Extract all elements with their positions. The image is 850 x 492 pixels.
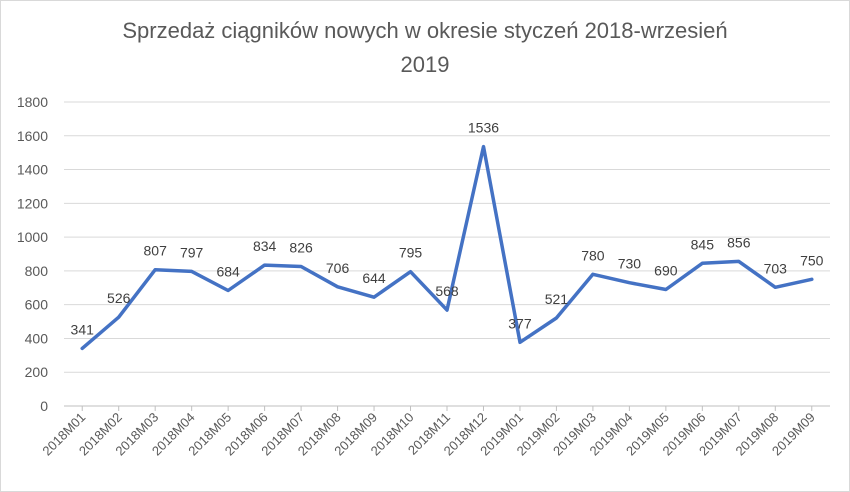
y-tick-label: 600 — [25, 297, 49, 313]
data-label: 706 — [326, 260, 350, 276]
chart-title-line-2: 2019 — [400, 52, 450, 77]
y-tick-label: 1200 — [17, 195, 48, 211]
x-axis-ticks: 2018M012018M022018M032018M042018M052018M… — [39, 406, 818, 458]
y-tick-label: 0 — [40, 398, 48, 414]
data-label: 377 — [508, 315, 532, 331]
data-label: 703 — [764, 260, 788, 276]
data-label: 807 — [144, 243, 168, 259]
data-label: 780 — [581, 247, 605, 263]
data-label: 795 — [399, 245, 423, 261]
data-label: 797 — [180, 244, 204, 260]
data-label: 690 — [654, 262, 678, 278]
series-sales — [80, 144, 814, 351]
data-label: 834 — [253, 238, 277, 254]
y-tick-label: 200 — [25, 364, 49, 380]
data-label: 568 — [435, 283, 459, 299]
data-label: 826 — [289, 239, 313, 255]
data-label: 845 — [691, 236, 715, 252]
data-label: 341 — [71, 321, 95, 337]
y-tick-label: 1800 — [17, 94, 48, 110]
data-label: 730 — [618, 256, 642, 272]
data-label: 526 — [107, 290, 131, 306]
y-axis-ticks: 0 200 400 600 800 1000 1200 1400 1600 1800 — [17, 94, 48, 414]
y-tick-label: 1600 — [17, 128, 48, 144]
gridlines — [64, 101, 830, 407]
data-label: 521 — [545, 291, 569, 307]
y-tick-label: 1000 — [17, 229, 48, 245]
data-labels: 341 526 807 797 684 834 826 706 644 795 568 1536 377… — [71, 120, 824, 338]
data-label: 1536 — [468, 120, 499, 136]
y-tick-label: 800 — [25, 263, 49, 279]
y-tick-label: 400 — [25, 330, 49, 346]
data-label: 644 — [362, 270, 386, 286]
chart-title: Sprzedaż ciągników nowych w okresie styc… — [0, 14, 850, 82]
y-tick-label: 1400 — [17, 162, 48, 178]
chart-title-line-1: Sprzedaż ciągników nowych w okresie styc… — [122, 18, 728, 43]
data-label: 750 — [800, 252, 824, 268]
data-label: 684 — [216, 263, 240, 279]
data-label: 856 — [727, 234, 751, 250]
